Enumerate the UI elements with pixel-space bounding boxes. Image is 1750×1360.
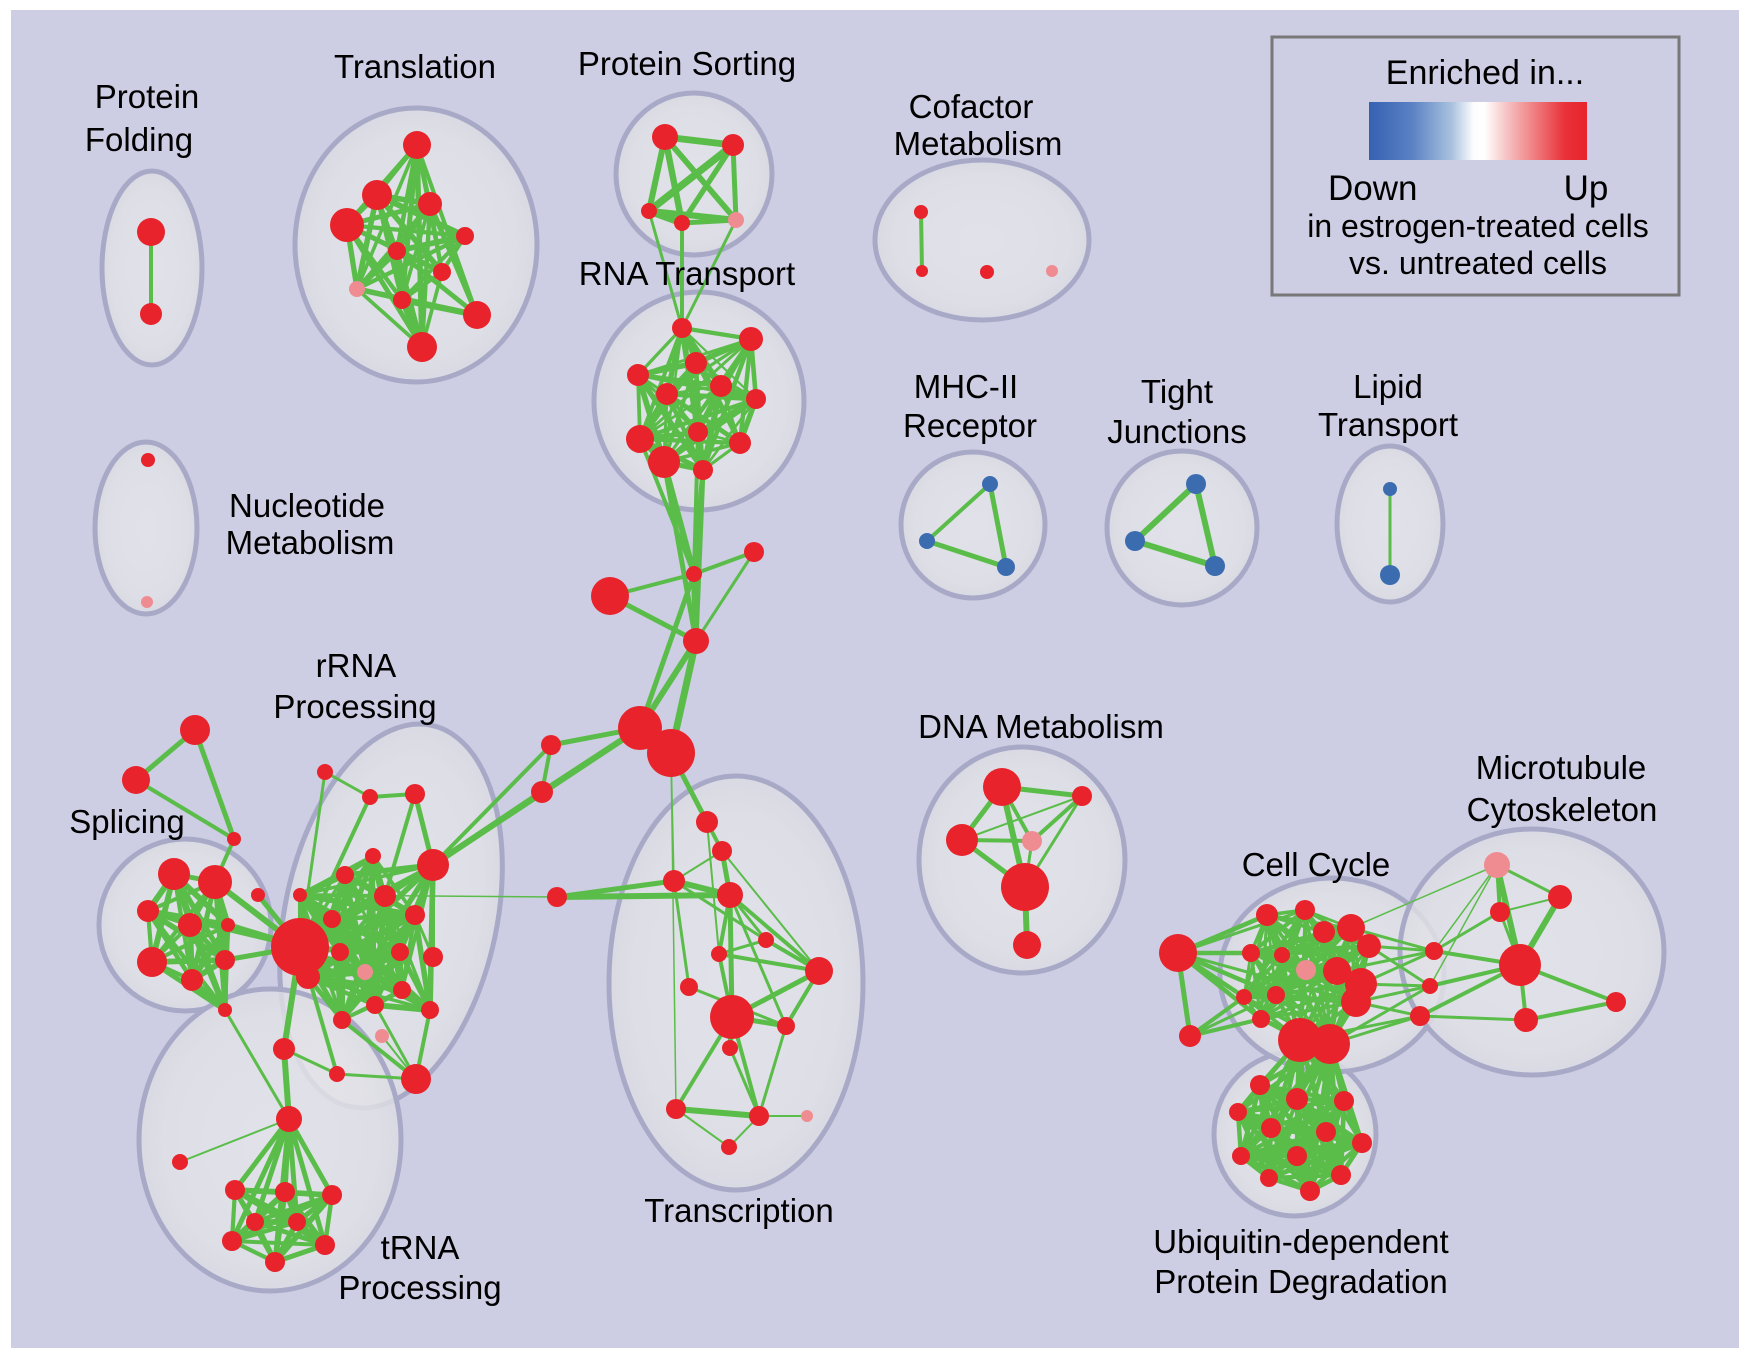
svg-text:Tight: Tight [1141, 373, 1213, 410]
svg-text:vs. untreated cells: vs. untreated cells [1349, 245, 1607, 281]
svg-text:Cell Cycle: Cell Cycle [1242, 846, 1391, 883]
svg-text:Cofactor: Cofactor [909, 88, 1034, 125]
svg-text:Nucleotide: Nucleotide [229, 487, 385, 524]
svg-text:Enriched in...: Enriched in... [1386, 54, 1584, 92]
svg-text:Ubiquitin-dependent: Ubiquitin-dependent [1153, 1223, 1448, 1260]
svg-text:DNA Metabolism: DNA Metabolism [918, 708, 1164, 745]
svg-text:rRNA: rRNA [316, 647, 397, 684]
svg-text:Splicing: Splicing [69, 803, 185, 840]
svg-text:tRNA: tRNA [381, 1229, 460, 1266]
svg-text:Metabolism: Metabolism [894, 125, 1063, 162]
svg-text:Folding: Folding [85, 121, 193, 158]
svg-text:Transcription: Transcription [644, 1192, 834, 1229]
svg-text:Protein Degradation: Protein Degradation [1154, 1263, 1448, 1300]
svg-text:Lipid: Lipid [1353, 368, 1423, 405]
svg-text:RNA Transport: RNA Transport [579, 255, 795, 292]
svg-text:Cytoskeleton: Cytoskeleton [1467, 791, 1658, 828]
svg-text:Down: Down [1328, 169, 1417, 208]
svg-text:Metabolism: Metabolism [226, 524, 395, 561]
svg-text:Up: Up [1564, 169, 1609, 208]
svg-text:Receptor: Receptor [903, 407, 1037, 444]
svg-text:Protein: Protein [95, 78, 200, 115]
svg-text:Junctions: Junctions [1107, 413, 1246, 450]
svg-text:Transport: Transport [1318, 406, 1458, 443]
svg-text:Translation: Translation [334, 48, 496, 85]
svg-text:Protein Sorting: Protein Sorting [578, 45, 796, 82]
svg-text:MHC-II: MHC-II [914, 368, 1018, 405]
svg-text:Processing: Processing [338, 1269, 501, 1306]
svg-text:in estrogen-treated cells: in estrogen-treated cells [1307, 208, 1649, 244]
svg-text:Microtubule: Microtubule [1476, 749, 1647, 786]
svg-text:Processing: Processing [273, 688, 436, 725]
